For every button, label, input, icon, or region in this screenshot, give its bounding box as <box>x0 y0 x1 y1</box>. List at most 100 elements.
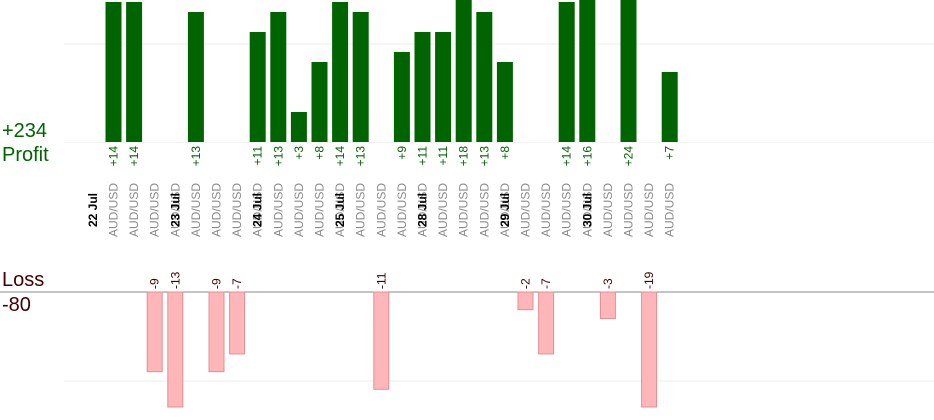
loss-total: -80 <box>2 294 31 316</box>
date-label: 30 Jul <box>580 193 594 227</box>
pair-label: AUD/USD <box>333 183 347 237</box>
profit-value-label: +11 <box>436 146 450 166</box>
pair-label: AUD/USD <box>622 183 636 237</box>
pair-label: AUD/USD <box>127 183 141 237</box>
loss-value-label: -3 <box>601 278 615 289</box>
loss-bar <box>517 291 534 311</box>
profit-bar <box>105 2 122 142</box>
profit-bar <box>496 62 513 142</box>
pair-label: AUD/USD <box>354 183 368 237</box>
loss-bars <box>146 291 658 408</box>
pair-label: AUD/USD <box>210 183 224 237</box>
pair-label: AUD/USD <box>251 183 265 237</box>
loss-bar <box>373 291 390 390</box>
profit-bar <box>620 0 637 142</box>
profit-value-label: +24 <box>622 146 636 167</box>
loss-bar <box>167 291 184 408</box>
pair-label: AUD/USD <box>642 183 656 237</box>
date-label: 22 Jul <box>86 193 100 227</box>
loss-value-label: -9 <box>148 278 162 289</box>
profit-value-label: +14 <box>333 146 347 167</box>
pair-label: AUD/USD <box>580 183 594 237</box>
profit-value-label: +16 <box>580 146 594 167</box>
profit-value-label: +13 <box>354 146 368 167</box>
profit-bar <box>558 2 575 142</box>
profit-value-label: +14 <box>107 146 121 167</box>
pair-label: AUD/USD <box>560 183 574 237</box>
pair-label: AUD/USD <box>498 183 512 237</box>
date-label: 25 Jul <box>333 193 347 227</box>
pair-label: AUD/USD <box>457 183 471 237</box>
profit-value-label: +13 <box>271 146 285 167</box>
profit-bar <box>126 2 143 142</box>
profit-bar <box>661 72 678 142</box>
profit-value-label: +11 <box>251 146 265 166</box>
pair-label: AUD/USD <box>601 183 615 237</box>
profit-value-label: +7 <box>663 146 677 160</box>
pair-label: AUD/USD <box>436 183 450 237</box>
pair-label: AUD/USD <box>477 183 491 237</box>
pair-label: AUD/USD <box>168 183 182 237</box>
profit-bar <box>393 52 410 142</box>
profit-bar <box>476 12 493 142</box>
pair-label: AUD/USD <box>107 183 121 237</box>
date-label: 28 Jul <box>416 193 430 227</box>
profit-bar <box>270 12 287 142</box>
date-label: 23 Jul <box>168 193 182 227</box>
pair-label: AUD/USD <box>519 183 533 237</box>
category-labels: AUD/USD 22 Jul AUD/USD AUD/USD AUD/USD AUD/US… <box>86 183 677 237</box>
pair-label: AUD/USD <box>416 183 430 237</box>
loss-bar <box>208 291 225 373</box>
loss-value-label: -7 <box>230 278 244 289</box>
profit-value-label: +14 <box>127 146 141 167</box>
loss-label: Loss <box>2 269 45 291</box>
loss-bar <box>229 291 246 355</box>
loss-value-label: -19 <box>642 271 656 289</box>
pair-label: AUD/USD <box>292 183 306 237</box>
pair-label: AUD/USD <box>395 183 409 237</box>
profit-value-label: +13 <box>189 146 203 167</box>
profit-value-label: +14 <box>560 146 574 167</box>
loss-value-label: -11 <box>374 272 388 289</box>
profit-bar <box>352 12 369 142</box>
profit-bar <box>435 32 452 142</box>
pair-label: AUD/USD <box>313 183 327 237</box>
loss-value-label: -9 <box>210 278 224 289</box>
pair-label: AUD/USD <box>374 183 388 237</box>
pair-label: AUD/USD <box>271 183 285 237</box>
profit-total: +234 <box>2 120 48 142</box>
date-label: 24 Jul <box>251 193 265 227</box>
profit-bars <box>105 0 678 142</box>
date-label: 29 Jul <box>498 193 512 227</box>
profit-value-label: +8 <box>498 146 512 160</box>
profit-label: Profit <box>2 144 49 166</box>
profit-value-label: +18 <box>457 146 471 167</box>
profit-bar <box>579 0 596 142</box>
pair-label: AUD/USD <box>230 183 244 237</box>
pair-label: AUD/USD <box>663 183 677 237</box>
profit-bar <box>332 2 349 142</box>
profit-value-label: +11 <box>416 146 430 166</box>
profit-bar <box>414 32 431 142</box>
loss-bar <box>146 291 163 373</box>
profit-bar <box>455 0 472 142</box>
loss-bar <box>599 291 616 320</box>
pair-label: AUD/USD <box>189 183 203 237</box>
profit-value-label: +9 <box>395 146 409 160</box>
profit-value-label: +8 <box>313 146 327 160</box>
profit-bar <box>311 62 328 142</box>
profit-value-label: +13 <box>477 146 491 167</box>
loss-value-label: -7 <box>539 278 553 289</box>
loss-value-label: -13 <box>168 271 182 289</box>
profit-value-label: +3 <box>292 146 306 160</box>
bar-labels: +14 +14 -9 -13 +13 -9 -7 +11 +13 +3 +8 +14 +13 -11 +9 +… <box>107 146 677 289</box>
profit-bar <box>187 12 204 142</box>
loss-bar <box>641 291 658 408</box>
loss-value-label: -2 <box>519 278 533 289</box>
loss-bar <box>538 291 555 355</box>
pair-label: AUD/USD <box>148 183 162 237</box>
profit-bar <box>290 112 307 142</box>
pair-label: AUD/USD <box>539 183 553 237</box>
profit-bar <box>249 32 266 142</box>
